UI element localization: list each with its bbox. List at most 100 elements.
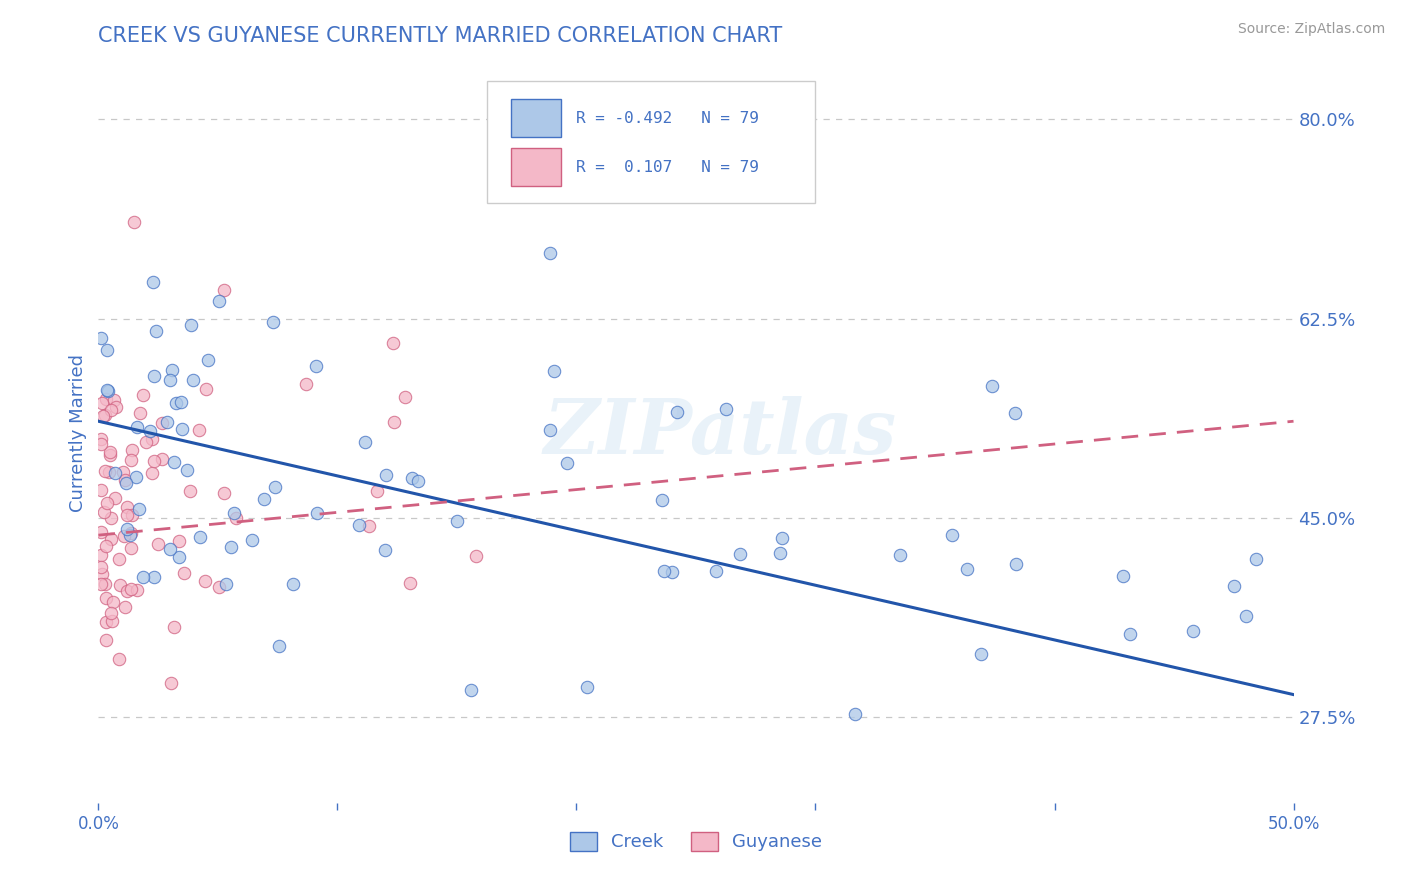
Creek — [96, 343, 118, 358]
Guyanese — [115, 583, 138, 598]
Creek — [264, 480, 287, 494]
Creek — [538, 423, 561, 437]
Creek — [408, 474, 430, 488]
Guyanese — [366, 483, 388, 498]
Guyanese — [94, 615, 117, 629]
Guyanese — [94, 464, 117, 478]
Creek — [305, 359, 328, 373]
Creek — [889, 548, 911, 562]
Creek — [956, 562, 979, 576]
Guyanese — [103, 392, 125, 407]
Guyanese — [225, 511, 247, 525]
Guyanese — [98, 445, 121, 459]
Guyanese — [107, 551, 129, 566]
Guyanese — [90, 549, 112, 563]
Creek — [142, 275, 165, 289]
Guyanese — [100, 533, 122, 547]
Creek — [115, 522, 138, 536]
Creek — [253, 491, 276, 506]
Creek — [941, 528, 963, 542]
Text: CREEK VS GUYANESE CURRENTLY MARRIED CORRELATION CHART: CREEK VS GUYANESE CURRENTLY MARRIED CORR… — [98, 26, 783, 45]
Guyanese — [93, 408, 115, 422]
Creek — [1004, 406, 1026, 420]
Creek — [262, 315, 284, 329]
Guyanese — [96, 633, 118, 648]
Creek — [401, 471, 423, 485]
Guyanese — [90, 560, 112, 574]
Creek — [160, 363, 183, 377]
Creek — [980, 379, 1002, 393]
Creek — [555, 456, 578, 470]
Guyanese — [382, 415, 405, 429]
Creek — [139, 424, 162, 438]
Guyanese — [115, 500, 138, 515]
Creek — [118, 527, 141, 541]
Guyanese — [93, 577, 115, 591]
Guyanese — [98, 465, 121, 479]
Text: R =  0.107   N = 79: R = 0.107 N = 79 — [576, 161, 759, 176]
Creek — [844, 706, 866, 721]
Creek — [224, 506, 246, 520]
Creek — [156, 415, 179, 429]
Creek — [1244, 552, 1267, 566]
Creek — [730, 547, 752, 561]
Guyanese — [110, 577, 132, 591]
Creek — [769, 546, 792, 560]
Creek — [714, 402, 737, 417]
Creek — [770, 531, 793, 545]
Creek — [208, 294, 231, 309]
Guyanese — [91, 567, 114, 582]
Guyanese — [382, 335, 405, 350]
Creek — [374, 467, 396, 482]
Guyanese — [127, 582, 149, 597]
Guyanese — [90, 432, 112, 446]
Guyanese — [94, 392, 117, 406]
Guyanese — [152, 417, 174, 431]
Creek — [1223, 579, 1246, 593]
FancyBboxPatch shape — [510, 99, 561, 137]
Guyanese — [91, 409, 114, 423]
Guyanese — [90, 395, 112, 409]
Text: Source: ZipAtlas.com: Source: ZipAtlas.com — [1237, 22, 1385, 37]
Guyanese — [120, 582, 142, 596]
Creek — [970, 647, 993, 661]
Creek — [125, 469, 148, 483]
Guyanese — [93, 505, 115, 519]
Guyanese — [100, 607, 122, 621]
Creek — [176, 463, 198, 477]
Creek — [446, 514, 468, 528]
Guyanese — [94, 539, 117, 553]
Guyanese — [90, 437, 112, 451]
Guyanese — [135, 434, 157, 449]
Guyanese — [146, 536, 169, 550]
Guyanese — [142, 453, 165, 467]
Creek — [665, 404, 688, 418]
Guyanese — [121, 442, 143, 457]
Creek — [165, 395, 187, 409]
Guyanese — [111, 465, 134, 479]
Guyanese — [179, 483, 201, 498]
Guyanese — [101, 594, 124, 608]
Text: R = -0.492   N = 79: R = -0.492 N = 79 — [576, 111, 759, 126]
Creek — [543, 364, 565, 378]
Guyanese — [100, 402, 122, 417]
Guyanese — [208, 580, 231, 594]
Creek — [167, 550, 190, 565]
Creek — [215, 576, 238, 591]
Creek — [90, 331, 112, 345]
Guyanese — [96, 496, 118, 510]
Guyanese — [357, 519, 380, 533]
Guyanese — [212, 486, 235, 500]
Guyanese — [464, 549, 486, 564]
Creek — [240, 533, 263, 548]
Guyanese — [100, 511, 122, 525]
Creek — [576, 681, 599, 695]
Guyanese — [120, 525, 142, 540]
Guyanese — [96, 591, 118, 606]
Creek — [651, 493, 673, 508]
Guyanese — [121, 508, 143, 522]
Creek — [163, 455, 186, 469]
Guyanese — [90, 525, 112, 540]
Guyanese — [399, 576, 422, 591]
Guyanese — [159, 676, 181, 690]
